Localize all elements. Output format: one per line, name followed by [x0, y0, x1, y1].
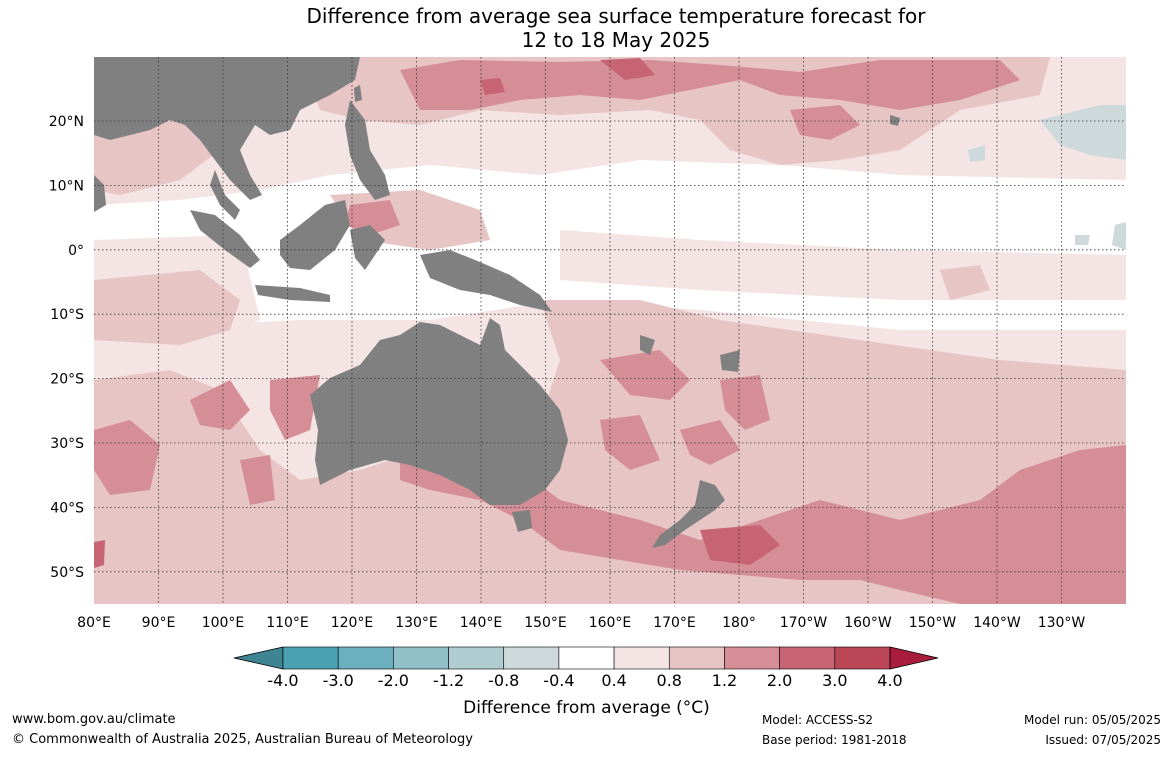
longitude-label: 130°W: [1038, 615, 1086, 631]
longitude-label: 170°W: [780, 615, 828, 631]
base-period: Base period: 1981-2018: [762, 733, 907, 747]
copyright-text: © Commonwealth of Australia 2025, Austra…: [12, 732, 473, 747]
latitude-label: 0°: [68, 243, 84, 259]
latitude-label: 10°S: [50, 307, 84, 323]
colorbar-segment: [503, 646, 560, 670]
colorbar-tick-label: 4.0: [877, 671, 903, 690]
colorbar-tick-label: -1.2: [432, 671, 465, 690]
longitude-label: 90°E: [142, 615, 176, 631]
longitude-label: 180°: [722, 615, 756, 631]
colorbar-segment: [834, 646, 891, 670]
latitude-label: 20°S: [50, 372, 84, 388]
longitude-label: 170°E: [653, 615, 696, 631]
colorbar: [233, 646, 939, 670]
longitude-label: 150°E: [524, 615, 567, 631]
map-gridlines: [94, 57, 1126, 604]
longitude-label: 110°E: [266, 615, 309, 631]
longitude-label: 160°W: [844, 615, 892, 631]
colorbar-tick-label: -0.8: [488, 671, 520, 690]
latitude-label: 10°N: [49, 178, 84, 194]
anomaly-band-2.0-3.0: [94, 58, 780, 568]
anomaly-band-minus-0.8-minus-0.4: [968, 105, 1126, 250]
longitude-label: 140°E: [460, 615, 503, 631]
longitude-label: 150°W: [909, 615, 957, 631]
issued-date: Issued: 07/05/2025: [1045, 733, 1161, 747]
latitude-label: 50°S: [50, 565, 84, 581]
longitude-label: 80°E: [77, 615, 111, 631]
website-url[interactable]: www.bom.gov.au/climate: [12, 712, 176, 727]
model-run-date: Model run: 05/05/2025: [1023, 713, 1161, 727]
colorbar-tick-label: 0.8: [656, 671, 682, 690]
colorbar-segment: [613, 646, 670, 670]
longitude-label: 140°W: [973, 615, 1021, 631]
colorbar-segment: [558, 646, 615, 670]
colorbar-segment: [448, 646, 505, 670]
colorbar-tick-label: -4.0: [267, 671, 299, 690]
anomaly-band-1.2-2.0: [94, 60, 1126, 604]
chart-title: Difference from average sea surface temp…: [0, 4, 1173, 52]
longitude-labels: 80°E 90°E 100°E 110°E 120°E 130°E 140°E 150°E 16…: [77, 615, 1085, 631]
land: [94, 57, 900, 548]
colorbar-tick-label: 0.4: [601, 671, 627, 690]
model-name: Model: ACCESS-S2: [762, 713, 874, 727]
longitude-label: 160°E: [589, 615, 632, 631]
latitude-label: 20°N: [49, 114, 84, 130]
colorbar-segment: [724, 646, 780, 670]
longitude-label: 120°E: [331, 615, 374, 631]
colorbar-segment: [337, 646, 394, 670]
longitude-label: 130°E: [395, 615, 438, 631]
colorbar-title: Difference from average (°C): [463, 698, 710, 718]
longitude-label: 100°E: [202, 615, 245, 631]
map-plot-area: [94, 57, 1126, 604]
colorbar-segment: [282, 646, 339, 670]
colorbar-segment: [668, 646, 725, 670]
title-line-2: 12 to 18 May 2025: [521, 28, 711, 52]
colorbar-tick-label: -2.0: [377, 671, 409, 690]
latitude-label: 30°S: [50, 436, 84, 452]
colorbar-tick-label: 3.0: [822, 671, 848, 690]
title-line-1: Difference from average sea surface temp…: [306, 4, 926, 28]
colorbar-over-arrow: [889, 646, 939, 670]
colorbar-segment: [779, 646, 836, 670]
colorbar-tick-label: -3.0: [322, 671, 354, 690]
colorbar-tick-label: 1.2: [711, 671, 738, 690]
latitude-label: 40°S: [50, 500, 84, 516]
colorbar-tick-label: -0.4: [543, 671, 575, 690]
colorbar-under-arrow: [233, 646, 284, 670]
colorbar-tick-label: 2.0: [766, 671, 793, 690]
latitude-labels: 20°N 10°N 0° 10°S 20°S 30°S 40°S 50°S: [49, 114, 84, 581]
colorbar-segment: [393, 646, 449, 670]
